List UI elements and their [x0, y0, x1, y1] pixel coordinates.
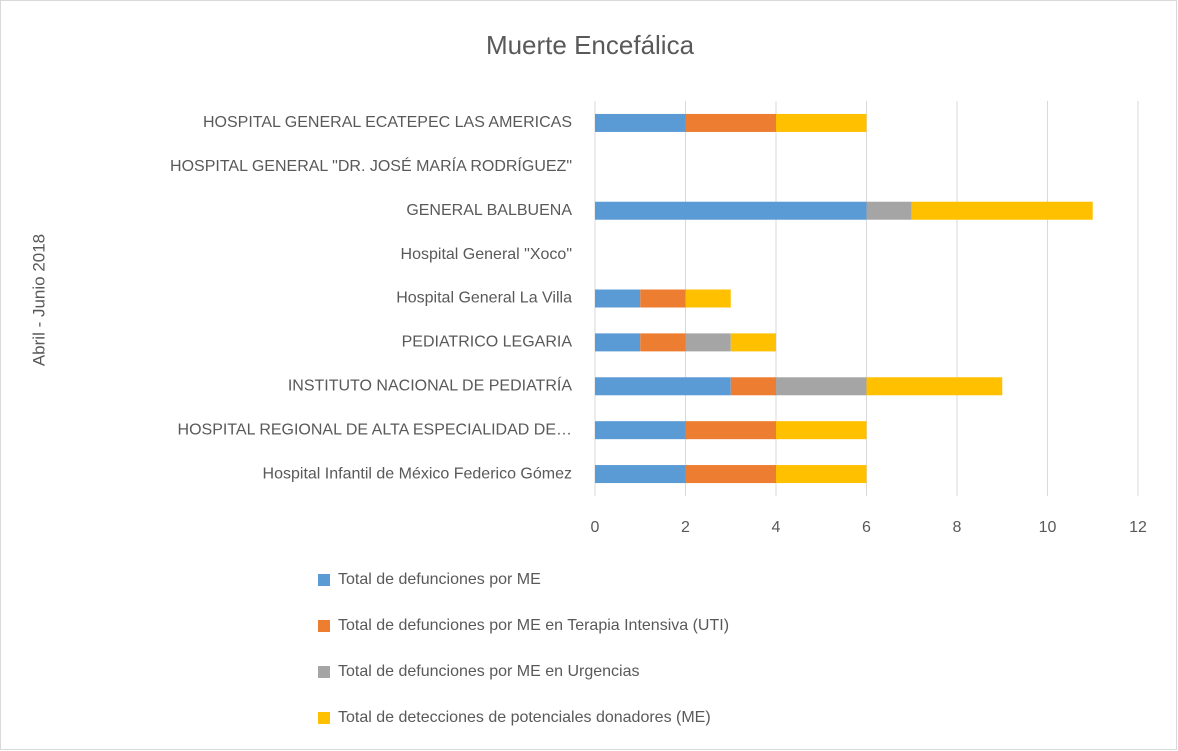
legend-label: Total de defunciones por ME en Terapia I…	[338, 617, 729, 634]
bar-segment	[595, 201, 867, 220]
bar-segment	[685, 465, 776, 484]
y-tick-label: HOSPITAL GENERAL "DR. JOSÉ MARÍA RODRÍGU…	[170, 156, 572, 175]
bar-segment	[640, 289, 686, 308]
bar-segment	[595, 113, 686, 132]
bar-segment	[595, 333, 641, 352]
y-axis-label: Abril - Junio 2018	[29, 234, 48, 366]
bar-segment	[776, 421, 867, 440]
bar-segment	[776, 113, 867, 132]
x-tick-label: 4	[772, 519, 781, 536]
x-tick-label: 2	[681, 519, 690, 536]
y-tick-label: HOSPITAL REGIONAL DE ALTA ESPECIALIDAD D…	[178, 421, 572, 438]
bar-segment	[776, 377, 867, 396]
y-tick-label: GENERAL BALBUENA	[406, 202, 572, 219]
bar-segment	[640, 333, 686, 352]
x-tick-label: 10	[1039, 519, 1057, 536]
x-tick-label: 12	[1129, 519, 1147, 536]
legend-label: Total de defunciones por ME en Urgencias	[338, 663, 640, 680]
bar-segment	[595, 465, 686, 484]
bar-segment	[730, 333, 776, 352]
y-tick-label: INSTITUTO NACIONAL DE PEDIATRÍA	[288, 375, 573, 394]
bar-segment	[685, 421, 776, 440]
legend-label: Total de defunciones por ME	[338, 571, 541, 588]
bar-segment	[595, 377, 731, 396]
legend-swatch	[318, 712, 330, 724]
y-tick-label: Hospital General "Xoco"	[401, 246, 572, 263]
x-tick-label: 8	[953, 519, 962, 536]
bar-segment	[776, 465, 867, 484]
bar-segment	[685, 289, 731, 308]
y-tick-label: HOSPITAL GENERAL ECATEPEC LAS AMERICAS	[203, 114, 572, 131]
chart-title: Muerte Encefálica	[486, 30, 695, 60]
bar-segment	[730, 377, 776, 396]
bar-segment	[595, 289, 641, 308]
legend-swatch	[318, 574, 330, 586]
y-tick-label: PEDIATRICO LEGARIA	[402, 334, 573, 351]
bar-segment	[595, 421, 686, 440]
bar-segment	[911, 201, 1093, 220]
legend-swatch	[318, 666, 330, 678]
legend-label: Total de detecciones de potenciales dona…	[338, 709, 711, 726]
y-tick-label: Hospital General La Villa	[396, 290, 572, 307]
bar-segment	[685, 113, 776, 132]
bar-segment	[866, 201, 912, 220]
bar-segment	[685, 333, 731, 352]
legend-swatch	[318, 620, 330, 632]
x-tick-label: 0	[591, 519, 600, 536]
y-tick-label: Hospital Infantil de México Federico Góm…	[263, 465, 572, 482]
bar-segment	[866, 377, 1003, 396]
x-tick-label: 6	[862, 519, 871, 536]
